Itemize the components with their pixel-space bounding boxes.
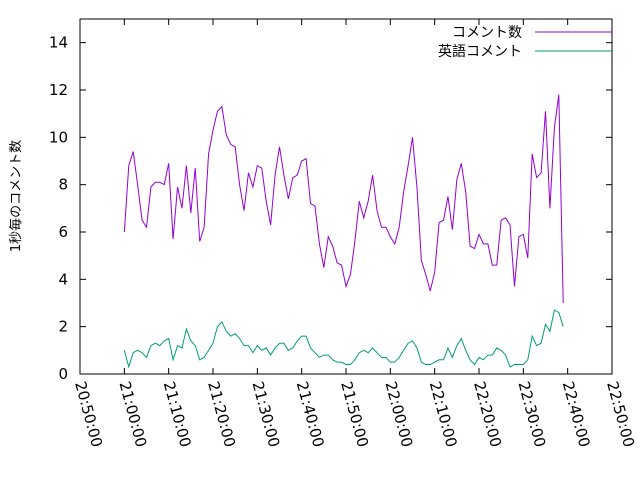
plot-frame <box>79 18 613 375</box>
x-tick-label: 22:50:00 <box>603 379 638 449</box>
series-layer <box>123 94 564 369</box>
x-tick-label: 20:50:00 <box>71 379 106 449</box>
y-axis-label: 1秒毎のコメント数 <box>8 140 24 252</box>
legend-label-1: 英語コメント <box>438 43 522 60</box>
series-line-1 <box>123 309 564 369</box>
y-tick-label: 4 <box>58 270 68 288</box>
y-tick-label: 14 <box>49 34 68 52</box>
x-tick-label: 22:30:00 <box>514 379 549 449</box>
series-line-0 <box>123 94 564 304</box>
x-tick-label: 21:00:00 <box>115 379 150 449</box>
x-tick-label: 21:20:00 <box>204 379 239 449</box>
y-tick-label: 0 <box>58 365 68 383</box>
legend-label-0: コメント数 <box>452 25 522 41</box>
x-tick-label: 21:40:00 <box>293 379 328 449</box>
y-tick-label: 10 <box>49 128 68 146</box>
x-tick-label: 21:30:00 <box>248 379 283 449</box>
x-tick-label: 22:00:00 <box>381 379 416 449</box>
x-axis-ticks: 20:50:00 21:00:00 21:10:00 21:20:00 21:30:00… <box>71 19 638 449</box>
y-tick-label: 8 <box>58 176 68 194</box>
y-axis-ticks: 0 2 4 6 8 10 12 14 <box>49 34 612 383</box>
x-tick-label: 21:50:00 <box>337 379 372 449</box>
y-tick-label: 12 <box>49 81 68 99</box>
x-tick-label: 22:10:00 <box>426 379 461 449</box>
y-tick-label: 2 <box>58 318 68 336</box>
x-tick-label: 21:10:00 <box>160 379 195 449</box>
x-tick-label: 22:20:00 <box>470 379 505 449</box>
x-tick-label: 22:40:00 <box>559 379 594 449</box>
y-tick-label: 6 <box>58 223 68 241</box>
